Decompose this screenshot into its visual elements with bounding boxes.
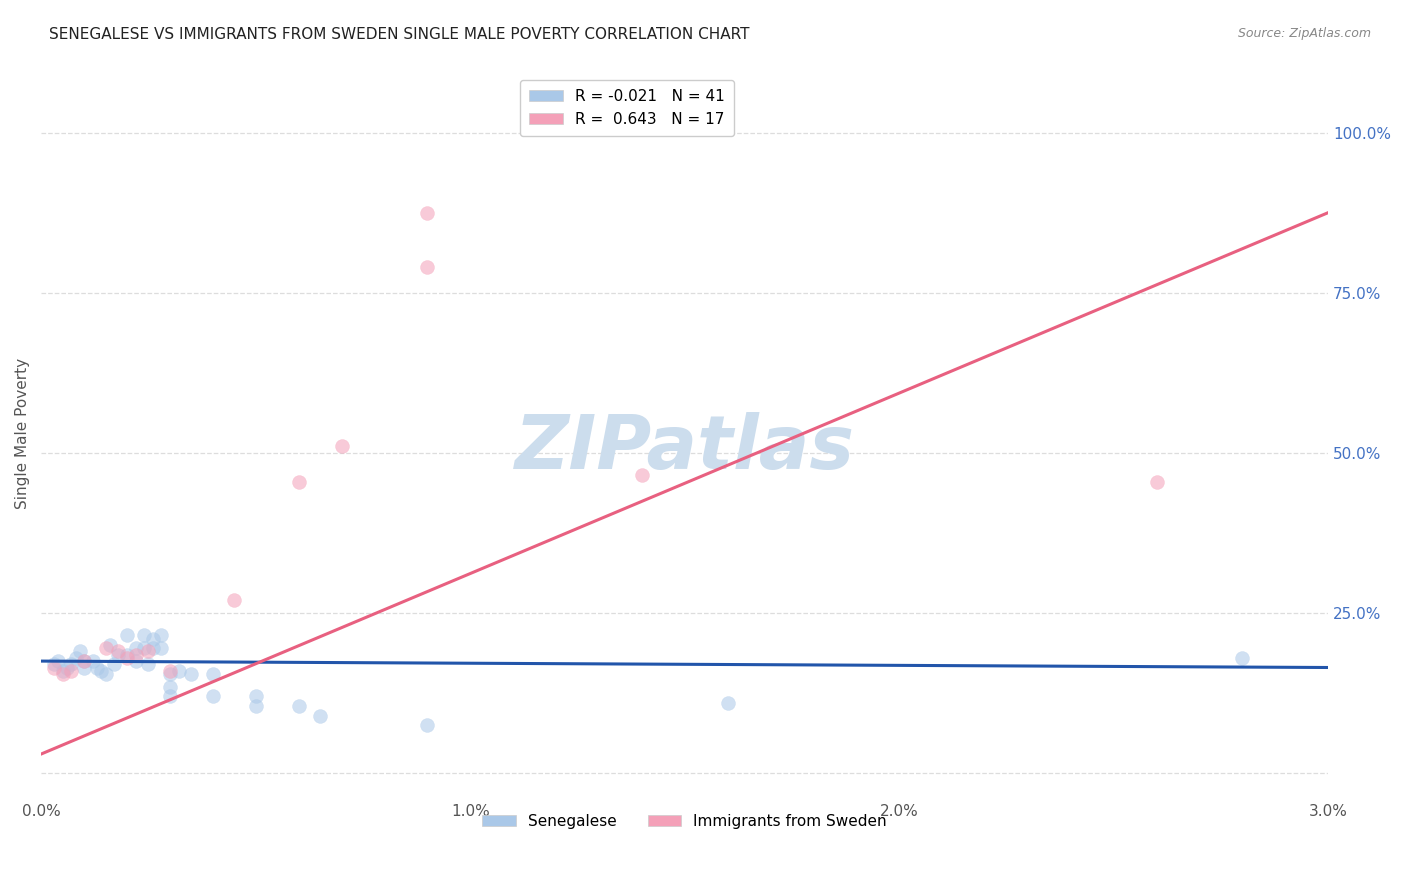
Point [416, 260, 439, 274]
Point [52, 667, 75, 681]
Point [86, 660, 108, 674]
Point [1232, 651, 1254, 665]
Y-axis label: Single Male Poverty: Single Male Poverty [15, 358, 30, 509]
Point [73, 654, 96, 668]
Point [224, 593, 246, 607]
Point [115, 648, 138, 662]
Point [73, 654, 96, 668]
Point [245, 690, 267, 704]
Point [287, 475, 309, 489]
Point [56, 660, 79, 674]
Point [98, 638, 121, 652]
Point [69, 644, 91, 658]
Point [309, 708, 332, 723]
Point [167, 664, 190, 678]
Point [138, 657, 160, 672]
Point [180, 667, 202, 681]
Point [94, 641, 117, 656]
Point [142, 641, 165, 656]
Point [330, 440, 353, 454]
Point [245, 698, 267, 713]
Point [159, 680, 181, 694]
Point [201, 667, 224, 681]
Point [42, 660, 65, 674]
Point [416, 718, 439, 732]
Text: Source: ZipAtlas.com: Source: ZipAtlas.com [1237, 27, 1371, 40]
Point [159, 664, 181, 678]
Point [42, 657, 65, 672]
Point [201, 690, 224, 704]
Point [103, 657, 125, 672]
Point [107, 648, 129, 662]
Point [107, 644, 129, 658]
Point [90, 664, 112, 678]
Text: SENEGALESE VS IMMIGRANTS FROM SWEDEN SINGLE MALE POVERTY CORRELATION CHART: SENEGALESE VS IMMIGRANTS FROM SWEDEN SIN… [49, 27, 749, 42]
Point [124, 654, 146, 668]
Point [115, 628, 138, 642]
Point [134, 628, 156, 642]
Point [60, 657, 83, 672]
Point [150, 628, 173, 642]
Point [716, 696, 738, 710]
Point [159, 667, 181, 681]
Text: ZIPatlas: ZIPatlas [515, 412, 855, 484]
Legend: Senegalese, Immigrants from Sweden: Senegalese, Immigrants from Sweden [477, 808, 893, 835]
Point [65, 651, 87, 665]
Point [630, 468, 652, 483]
Point [94, 667, 117, 681]
Point [73, 660, 96, 674]
Point [60, 664, 83, 678]
Point [150, 641, 173, 656]
Point [159, 690, 181, 704]
Point [115, 651, 138, 665]
Point [142, 632, 165, 646]
Point [124, 641, 146, 656]
Point [82, 654, 104, 668]
Point [48, 654, 70, 668]
Point [287, 698, 309, 713]
Point [1146, 475, 1168, 489]
Point [416, 205, 439, 219]
Point [138, 644, 160, 658]
Point [134, 641, 156, 656]
Point [52, 664, 75, 678]
Point [124, 648, 146, 662]
